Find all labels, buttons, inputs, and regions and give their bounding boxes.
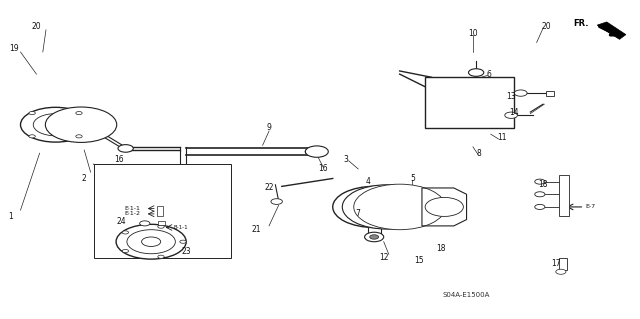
Text: E·1-1: E·1-1: [124, 206, 140, 211]
Circle shape: [535, 179, 545, 184]
Bar: [425, 77, 515, 128]
Text: 12: 12: [379, 253, 388, 262]
Circle shape: [33, 114, 78, 136]
Text: 7: 7: [356, 209, 361, 218]
Text: 13: 13: [506, 92, 516, 101]
Text: 14: 14: [509, 108, 519, 116]
Circle shape: [46, 120, 65, 130]
Circle shape: [425, 197, 463, 216]
Text: 10: 10: [468, 28, 477, 38]
Circle shape: [346, 193, 403, 221]
Text: 16: 16: [115, 155, 124, 164]
Text: 18: 18: [538, 180, 548, 189]
Text: 3: 3: [343, 155, 348, 164]
Circle shape: [365, 232, 384, 242]
Text: 1: 1: [8, 212, 13, 221]
Circle shape: [271, 199, 282, 204]
Bar: [94, 164, 231, 257]
Text: 6: 6: [486, 70, 492, 78]
Circle shape: [354, 184, 445, 230]
Circle shape: [305, 147, 322, 156]
Circle shape: [535, 192, 545, 197]
Circle shape: [158, 255, 164, 258]
Circle shape: [29, 135, 35, 138]
Circle shape: [305, 146, 328, 157]
Circle shape: [127, 230, 175, 254]
Circle shape: [76, 112, 82, 115]
Text: 8: 8: [477, 149, 482, 158]
Circle shape: [505, 112, 518, 118]
Text: S04A-E1500A: S04A-E1500A: [443, 293, 490, 299]
Circle shape: [180, 240, 186, 243]
Bar: [559, 175, 568, 216]
Circle shape: [20, 107, 91, 142]
Text: 20: 20: [31, 22, 41, 31]
Circle shape: [515, 90, 527, 96]
Circle shape: [556, 269, 566, 274]
Text: B-1-1: B-1-1: [173, 225, 188, 230]
Circle shape: [122, 231, 129, 234]
Text: 15: 15: [414, 256, 424, 265]
Circle shape: [118, 145, 133, 152]
Text: 20: 20: [541, 22, 551, 31]
Text: 24: 24: [116, 217, 126, 226]
Text: 18: 18: [436, 243, 446, 253]
Text: 5: 5: [410, 174, 415, 183]
Text: E-7: E-7: [586, 204, 596, 210]
Text: 19: 19: [10, 44, 19, 53]
Text: 11: 11: [497, 133, 506, 142]
Circle shape: [122, 249, 129, 253]
Bar: [559, 257, 566, 270]
Circle shape: [333, 186, 415, 227]
Text: E·1-2: E·1-2: [124, 211, 140, 216]
Circle shape: [29, 112, 35, 115]
Circle shape: [116, 224, 186, 259]
Bar: [157, 206, 163, 216]
Bar: [157, 221, 165, 225]
Circle shape: [468, 69, 484, 76]
Text: 17: 17: [551, 259, 561, 268]
Text: 22: 22: [264, 183, 274, 192]
Circle shape: [535, 204, 545, 210]
Circle shape: [342, 185, 431, 229]
Text: 23: 23: [181, 247, 191, 256]
Circle shape: [45, 107, 116, 142]
Text: 16: 16: [318, 165, 328, 174]
Circle shape: [158, 225, 164, 228]
Text: 4: 4: [365, 177, 370, 186]
Text: 21: 21: [252, 225, 261, 234]
Circle shape: [76, 135, 82, 138]
Circle shape: [140, 221, 150, 226]
Circle shape: [363, 201, 386, 213]
Text: 2: 2: [82, 174, 86, 183]
Polygon shape: [597, 22, 626, 39]
Bar: [546, 91, 554, 96]
Text: FR.: FR.: [573, 19, 589, 28]
Circle shape: [370, 235, 379, 239]
Circle shape: [141, 237, 161, 247]
Text: 9: 9: [267, 123, 271, 132]
